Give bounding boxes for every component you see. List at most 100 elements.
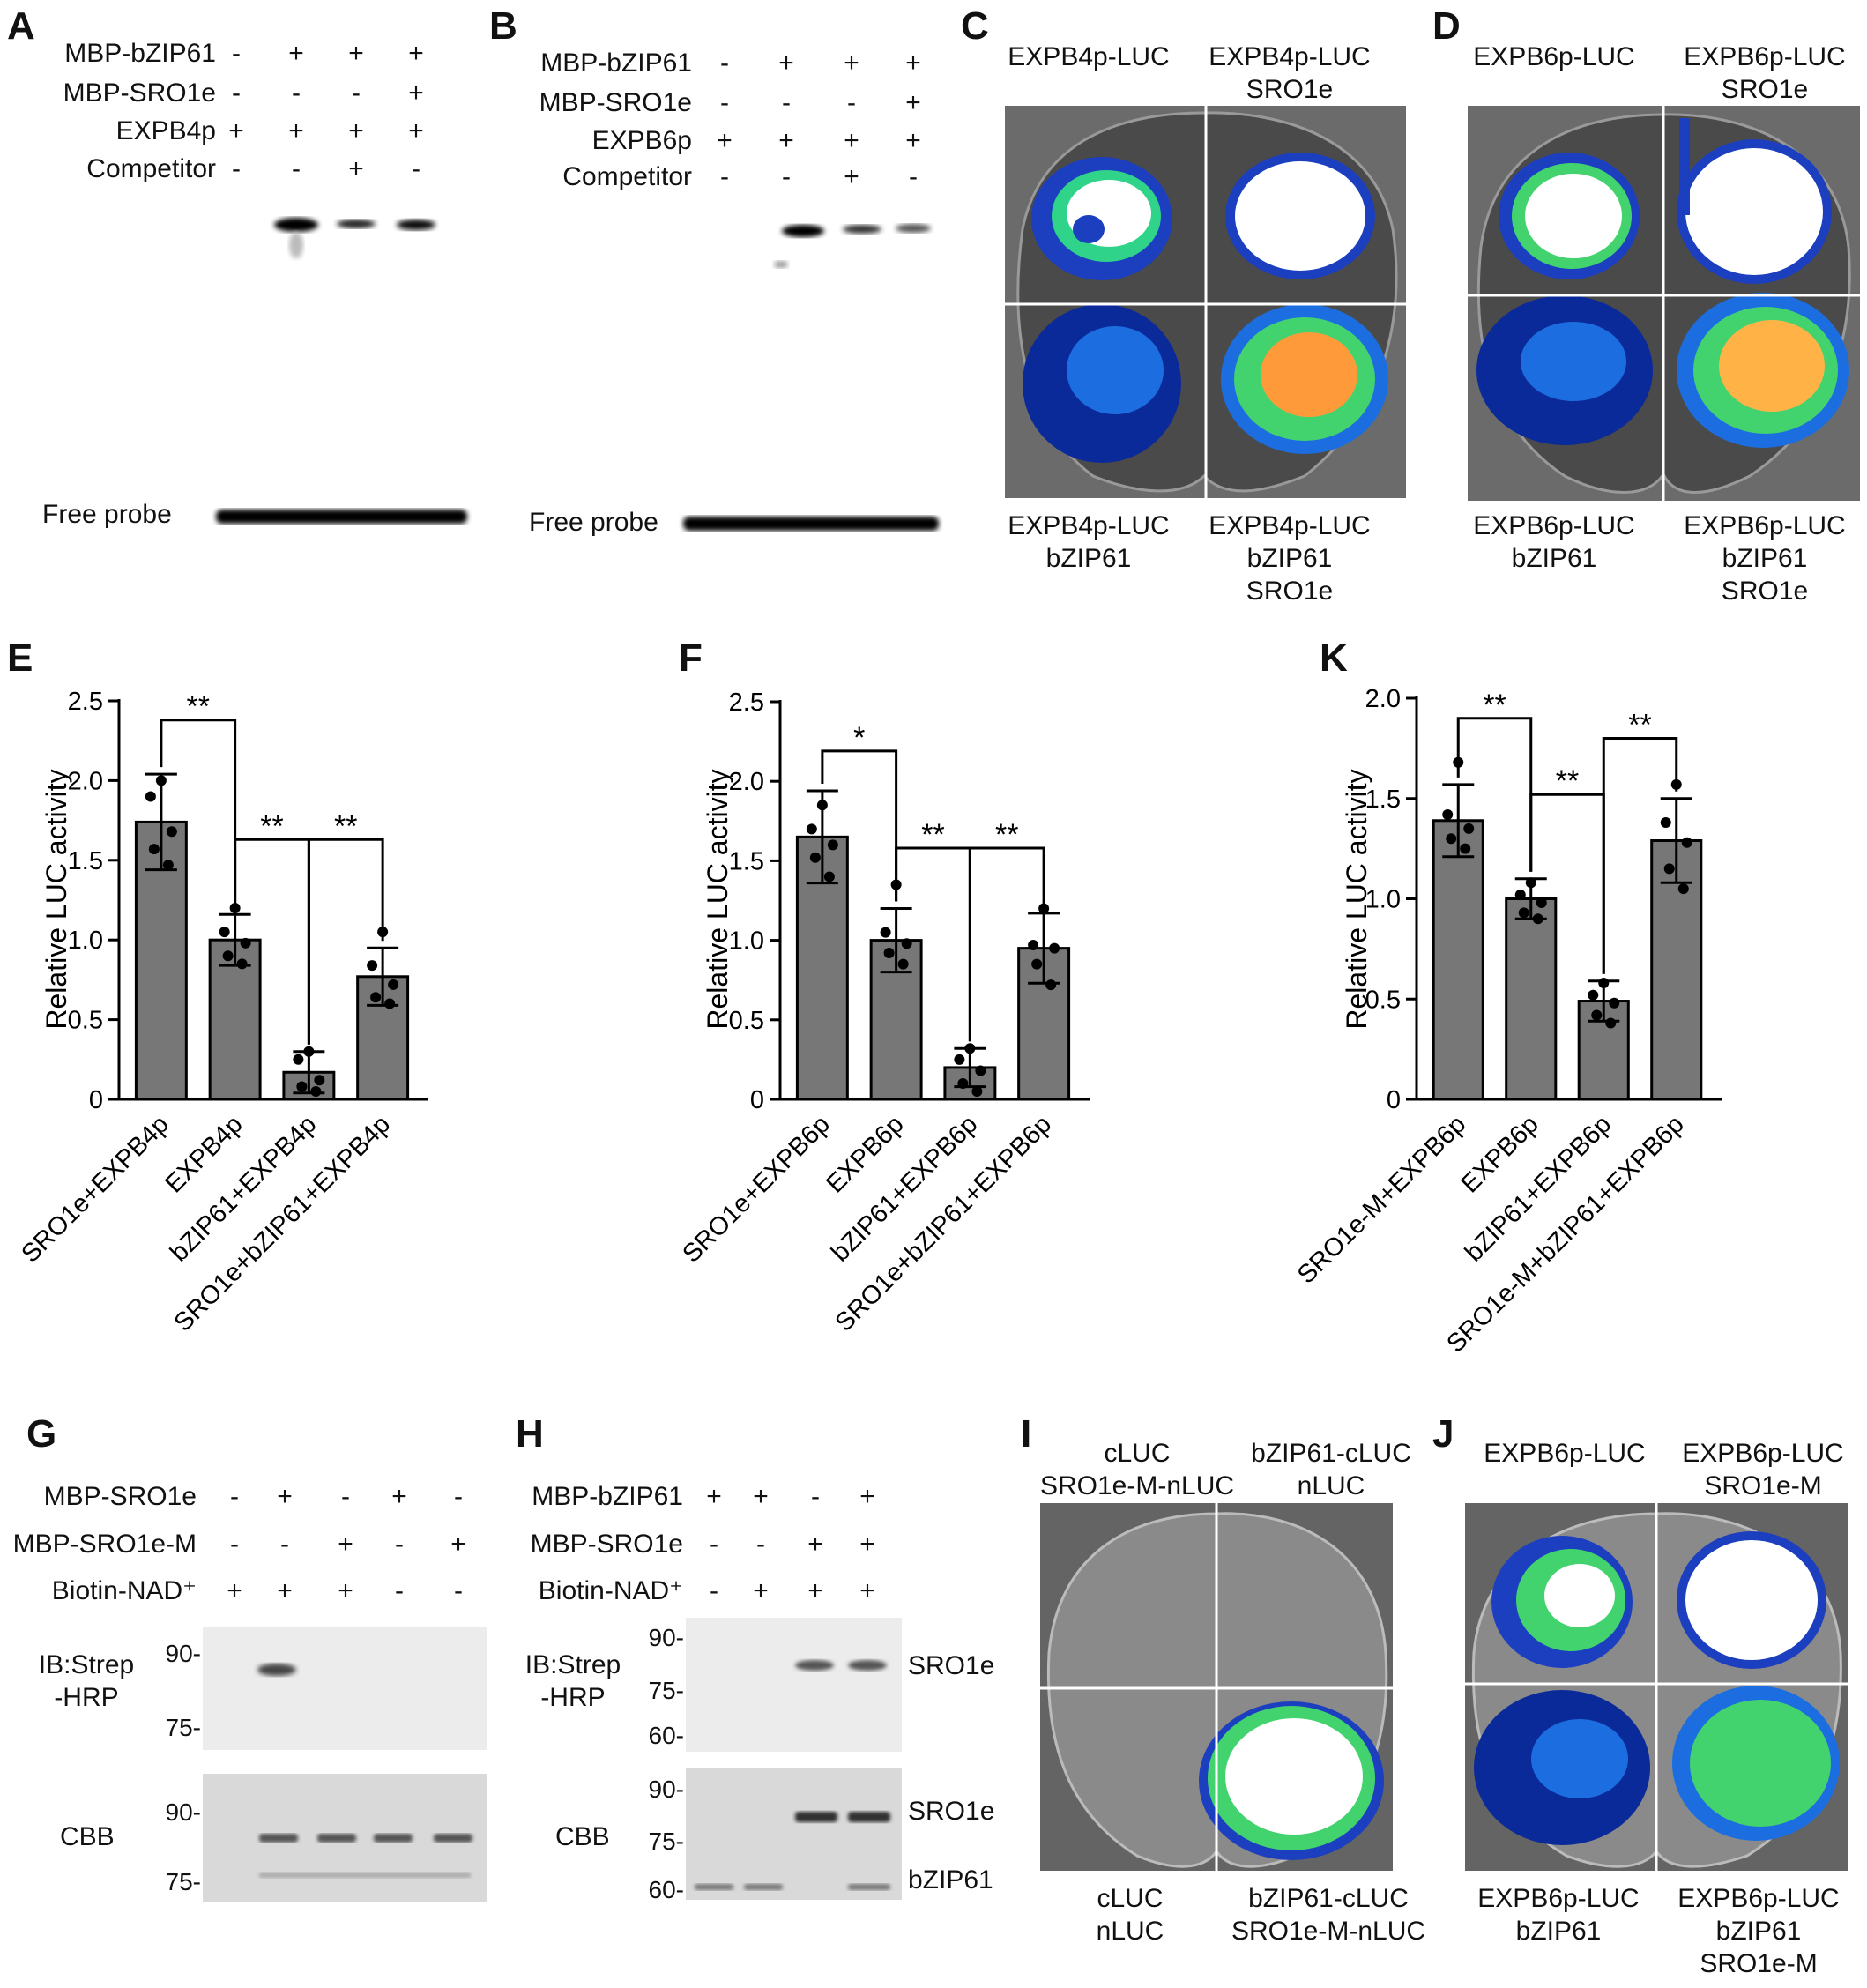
condition-label: MBP-SRO1e-M xyxy=(12,1530,197,1559)
y-tick-label: 0 xyxy=(1387,1086,1401,1114)
quadrant-label-top-right: bZIP61-cLUC nLUC xyxy=(1251,1439,1411,1500)
data-point xyxy=(1663,863,1675,875)
blot-bands xyxy=(257,1664,296,1676)
y-axis-label: Relative LUC activity xyxy=(1341,769,1372,1029)
data-point xyxy=(314,1075,325,1086)
condition-label: MBP-bZIP61 xyxy=(540,48,692,78)
data-point xyxy=(166,826,177,838)
y-tick-label: 0 xyxy=(750,1086,764,1114)
y-tick-label: 0 xyxy=(89,1086,103,1114)
panel-letter-h: H xyxy=(516,1412,544,1456)
sign: + xyxy=(391,1482,407,1511)
mw-marker: 60- xyxy=(648,1722,684,1749)
sign: - xyxy=(454,1576,463,1605)
western-blot-g xyxy=(203,1627,487,1750)
significance-bracket xyxy=(821,749,898,902)
significance-label: ** xyxy=(334,809,357,843)
y-axis-label: Relative LUC activity xyxy=(702,769,733,1029)
condition-label: MBP-SRO1e xyxy=(43,1482,197,1511)
x-tick-label: SRO1e+EXPB6p xyxy=(677,1110,835,1268)
data-point xyxy=(370,992,382,1003)
condition-label: Biotin-NAD⁺ xyxy=(538,1576,683,1605)
blot-label-ib: IB:Strep -HRP xyxy=(38,1650,135,1712)
condition-label: MBP-SRO1e xyxy=(539,88,692,117)
cbb-gel-h xyxy=(686,1768,902,1900)
band-label: bZIP61 xyxy=(908,1865,993,1895)
data-point xyxy=(1677,883,1689,895)
cbb-gel-g xyxy=(203,1774,487,1902)
bar-chart-e: 0 0.5 1.0 1.5 2.0 2.5 Relative LUC activity SRO… xyxy=(16,688,428,1337)
leaf-image xyxy=(1040,1503,1393,1871)
sign: - xyxy=(756,1530,765,1559)
panel-letter-c: C xyxy=(961,4,989,48)
y-tick-label: 2.5 xyxy=(729,689,764,717)
sign: + xyxy=(228,116,244,145)
sign: - xyxy=(710,1576,718,1605)
data-point xyxy=(1591,1009,1603,1021)
significance-bracket xyxy=(968,846,1045,1042)
data-point xyxy=(303,1046,315,1057)
y-tick-label: 2.0 xyxy=(1365,685,1401,713)
data-point xyxy=(954,1054,965,1065)
sign: - xyxy=(847,88,856,117)
mw-marker: 75- xyxy=(165,1714,201,1741)
data-point xyxy=(155,775,167,786)
sign: - xyxy=(811,1482,820,1511)
data-point xyxy=(1588,989,1599,1001)
band-label: SRO1e xyxy=(908,1797,995,1826)
data-point xyxy=(1660,817,1671,829)
y-tick-label: 1.5 xyxy=(1365,786,1401,814)
blot-bands xyxy=(795,1660,887,1671)
sign: - xyxy=(782,162,791,191)
significance-label: ** xyxy=(260,809,283,843)
sign: + xyxy=(288,39,304,68)
sign: - xyxy=(230,1482,239,1511)
sign: - xyxy=(909,162,918,191)
panel-letter-g: G xyxy=(26,1412,57,1456)
panel-letter-e: E xyxy=(7,637,33,680)
sign: - xyxy=(292,154,301,183)
sign: + xyxy=(807,1576,823,1605)
y-tick-label: 2.5 xyxy=(68,688,103,716)
panel-letter-b: B xyxy=(489,4,517,48)
data-point xyxy=(1045,979,1057,991)
sign: + xyxy=(408,39,424,68)
condition-label: Competitor xyxy=(562,162,692,191)
data-point xyxy=(219,927,230,938)
data-point xyxy=(809,852,821,863)
sign: - xyxy=(720,48,729,78)
sign: + xyxy=(859,1576,875,1605)
sign: + xyxy=(348,116,364,145)
quadrant-label-bottom-right: EXPB6p-LUC bZIP61 SRO1e-M xyxy=(1677,1884,1840,1978)
significance-label: ** xyxy=(1628,709,1651,742)
mw-marker: 90- xyxy=(648,1624,684,1651)
sign: + xyxy=(844,126,859,155)
sign: + xyxy=(277,1482,293,1511)
data-point xyxy=(1605,1017,1617,1029)
luciferase-leaf-image-j xyxy=(1465,1503,1848,1871)
data-point xyxy=(880,927,891,938)
quadrant-label-top-left: EXPB6p-LUC xyxy=(1484,1439,1646,1468)
sign: + xyxy=(905,48,921,78)
leaf-image xyxy=(1465,1503,1848,1871)
mw-marker: 90- xyxy=(165,1640,201,1667)
data-point xyxy=(1031,958,1043,970)
luciferase-leaf-image-c xyxy=(1005,106,1406,498)
sign: + xyxy=(348,39,364,68)
sign: - xyxy=(341,1482,350,1511)
panel-letter-f: F xyxy=(679,637,703,680)
data-point xyxy=(816,800,828,811)
significance-label: ** xyxy=(921,818,944,852)
sign: - xyxy=(232,154,241,183)
free-probe-label: Free probe xyxy=(529,508,658,537)
bar xyxy=(1505,897,1558,1101)
leaf-image xyxy=(1005,106,1406,498)
sign: - xyxy=(280,1530,289,1559)
luciferase-leaf-image-i xyxy=(1040,1503,1393,1871)
sign: + xyxy=(717,126,733,155)
data-point xyxy=(1028,940,1039,951)
condition-label: Competitor xyxy=(86,154,216,183)
quadrant-label-bottom-left: EXPB6p-LUC bZIP61 xyxy=(1473,511,1635,573)
data-point xyxy=(971,1085,983,1097)
gel-bands xyxy=(683,224,939,531)
